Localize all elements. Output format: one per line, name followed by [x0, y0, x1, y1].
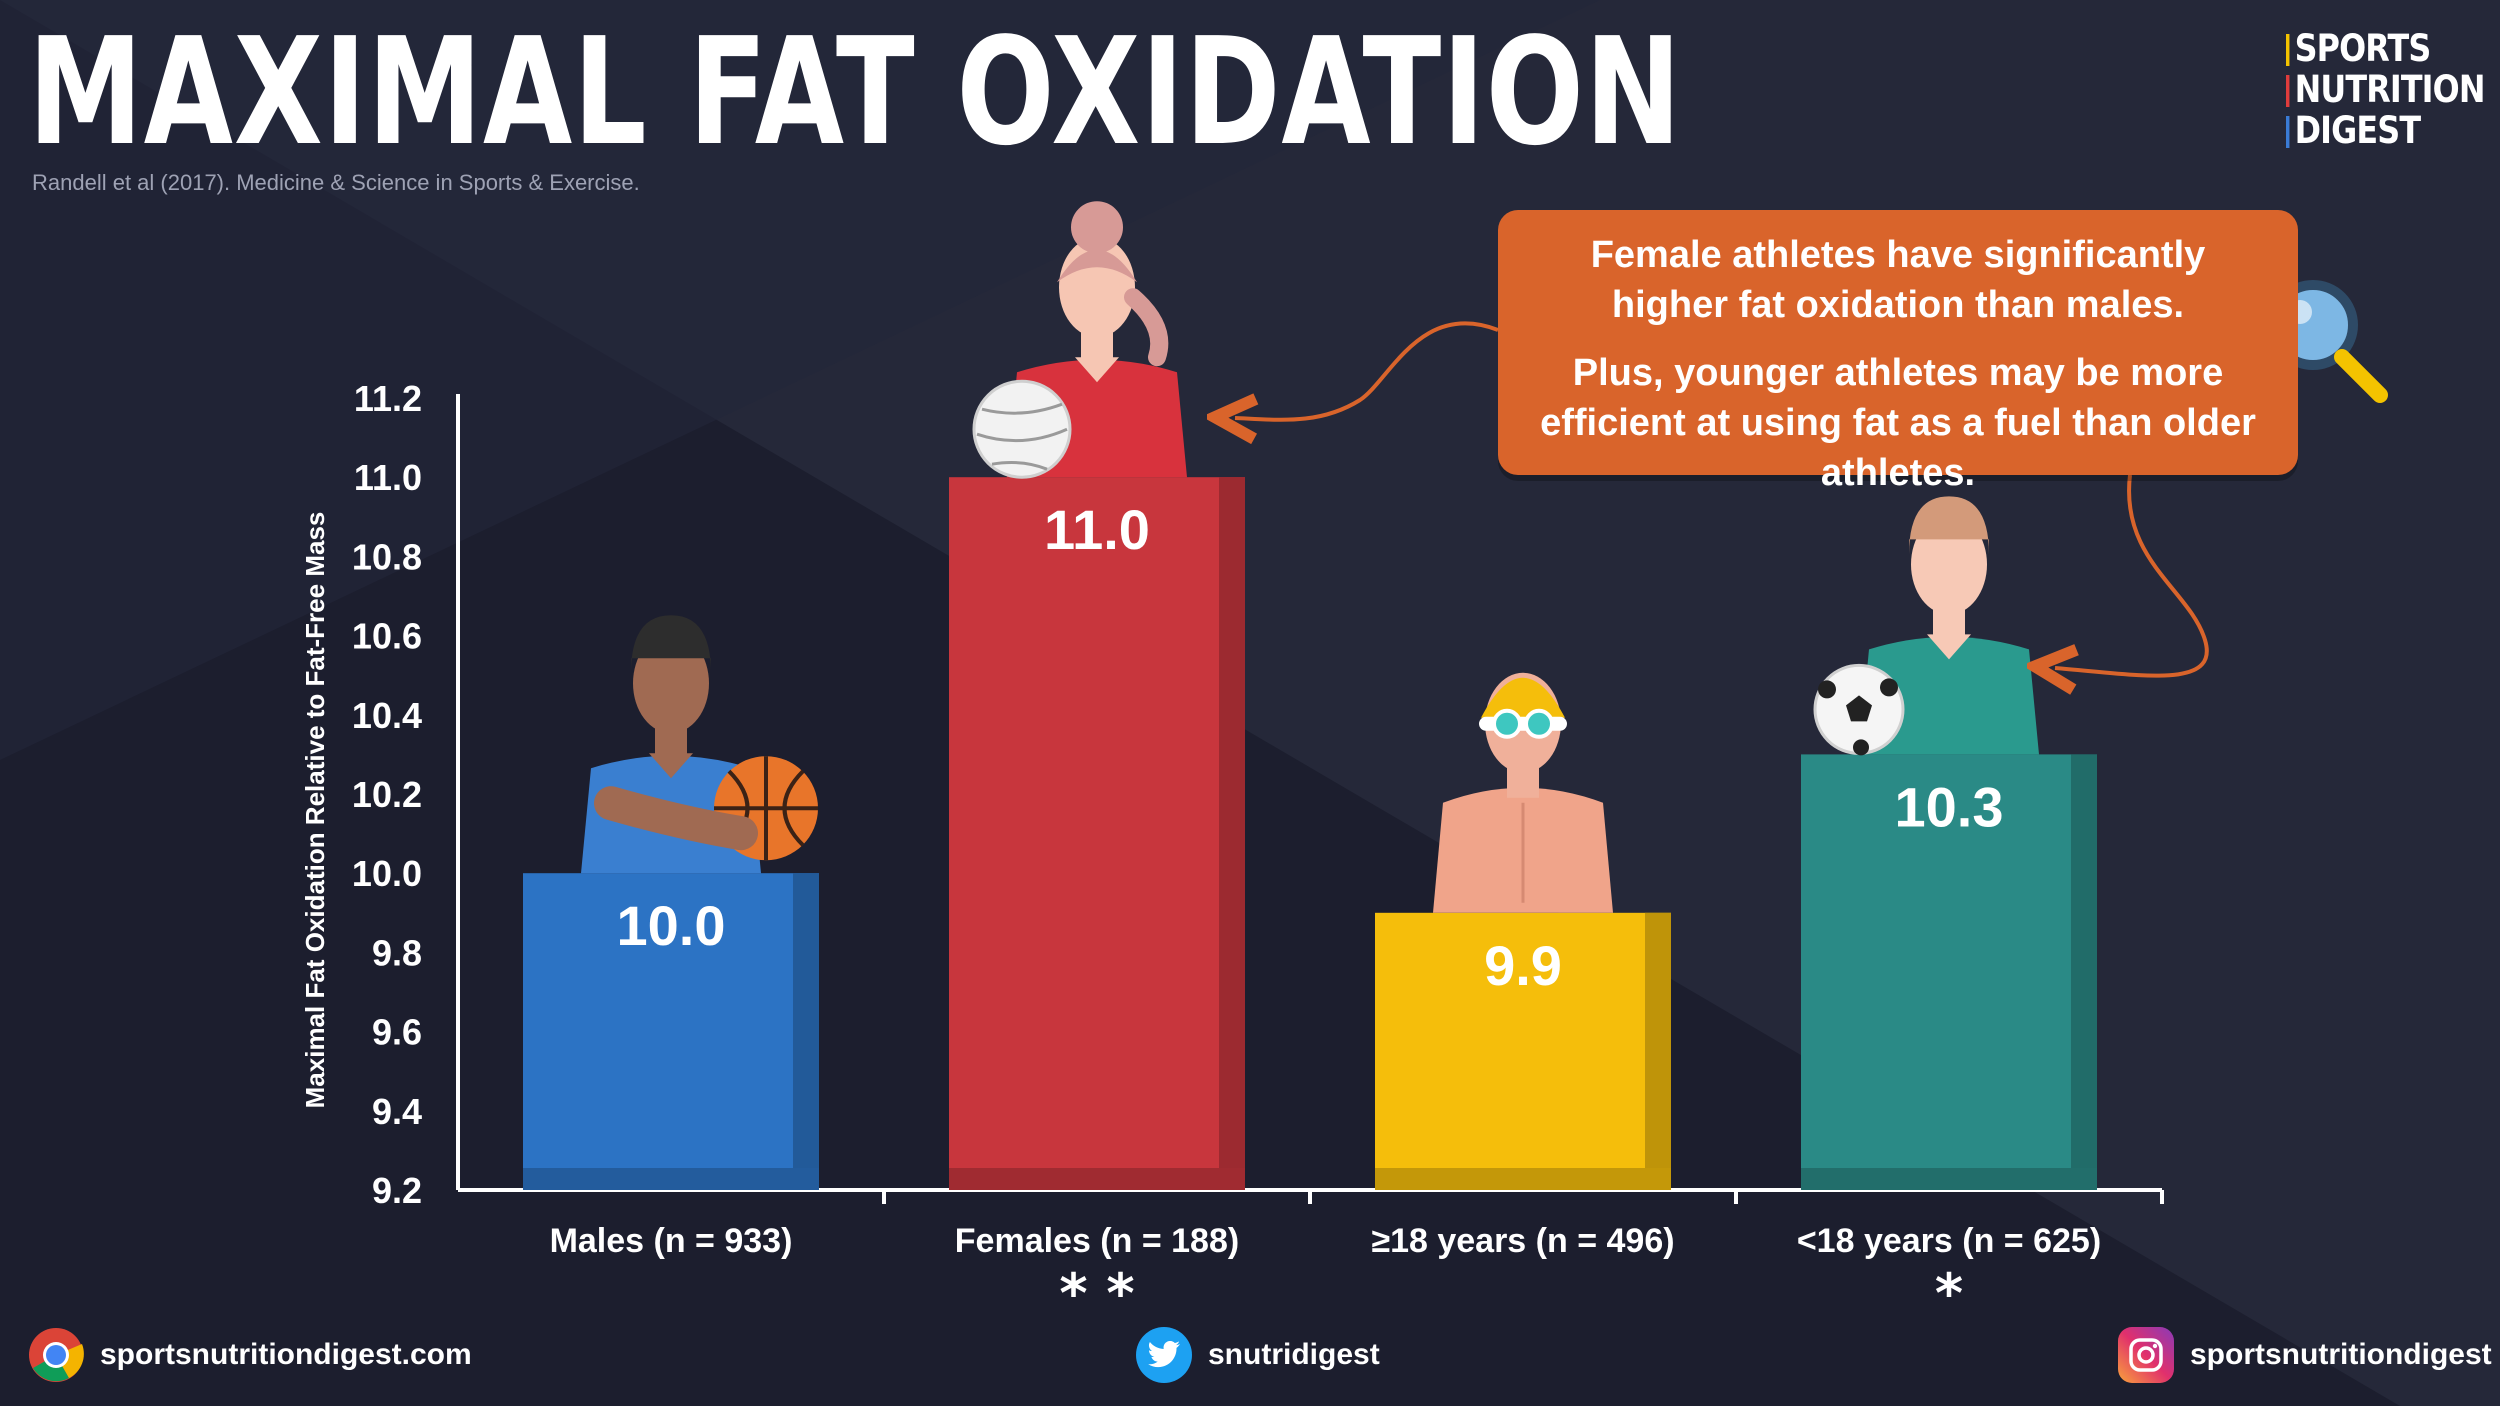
- brand-line: NUTRITION: [2286, 69, 2485, 110]
- callout-box: Female athletes have significantly highe…: [1498, 210, 2298, 494]
- brand-logo: SPORTS NUTRITION DIGEST: [2286, 28, 2485, 151]
- twitter-handle[interactable]: snutridigest: [1208, 1338, 1380, 1371]
- callout-text-2: Plus, younger athletes may be more effic…: [1540, 352, 2256, 494]
- brand-line: DIGEST: [2286, 110, 2449, 151]
- footer-website[interactable]: sportsnutritiondigest.com: [28, 1325, 472, 1385]
- footer-instagram[interactable]: sportsnutritiondigest: [2118, 1325, 2492, 1385]
- y-axis-label: Maximal Fat Oxidation Relative to Fat-Fr…: [300, 511, 330, 1109]
- website-link[interactable]: sportsnutritiondigest.com: [100, 1338, 472, 1371]
- page-title: MAXIMAL FAT OXIDATION: [28, 6, 1683, 178]
- brand-line: SPORTS: [2286, 28, 2449, 69]
- instagram-handle[interactable]: sportsnutritiondigest: [2190, 1338, 2492, 1371]
- instagram-icon: [2118, 1327, 2174, 1383]
- twitter-icon: [1136, 1327, 1192, 1383]
- callout-text-1: Female athletes have significantly highe…: [1590, 234, 2206, 326]
- citation: Randell et al (2017). Medicine & Science…: [32, 170, 640, 195]
- chrome-icon: [28, 1327, 84, 1383]
- footer-twitter[interactable]: snutridigest: [1136, 1325, 1380, 1385]
